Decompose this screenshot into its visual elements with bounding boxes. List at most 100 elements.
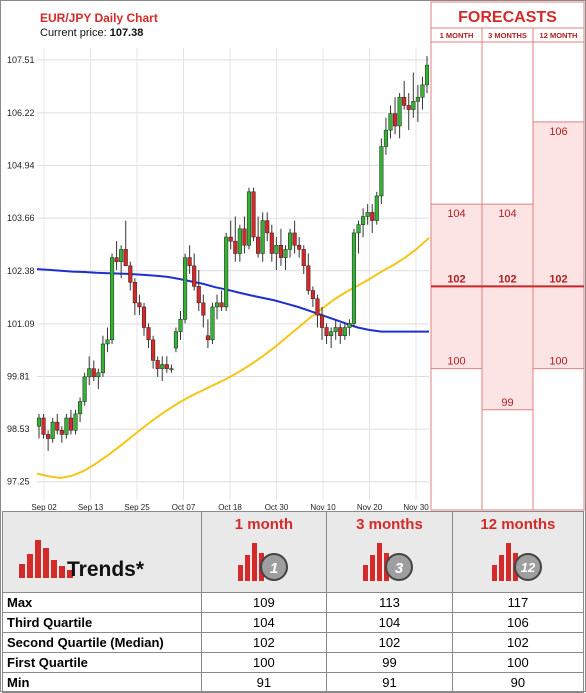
candle-body bbox=[196, 286, 201, 304]
candle-body bbox=[324, 327, 329, 336]
candle-body bbox=[87, 368, 92, 378]
current-price-value: 107.38 bbox=[110, 27, 144, 39]
y-tick-label: 104.94 bbox=[7, 160, 35, 170]
candle-body bbox=[146, 327, 151, 341]
current-price-label: Current price: 107.38 bbox=[40, 27, 143, 39]
y-tick-label: 101.09 bbox=[7, 319, 35, 329]
candle-body bbox=[301, 249, 306, 267]
candle-body bbox=[278, 245, 283, 258]
candle-body bbox=[420, 84, 425, 98]
forecast-lower-value: 100 bbox=[447, 356, 465, 368]
x-tick-label: Sep 25 bbox=[124, 503, 150, 512]
candle-body bbox=[228, 236, 233, 242]
trends-table: Trends* 1 month 1 3 months 3 12 months bbox=[2, 511, 585, 693]
trends-header-row: Trends* 1 month 1 3 months 3 12 months bbox=[2, 511, 585, 593]
three-month-badge-icon: 3 bbox=[363, 543, 414, 581]
forecast-median-value: 102 bbox=[498, 273, 516, 285]
candle-body bbox=[415, 96, 420, 102]
trends-cell: 104 bbox=[200, 612, 328, 633]
candle-body bbox=[283, 249, 288, 258]
candle-body bbox=[379, 146, 384, 197]
candle-body bbox=[155, 360, 160, 369]
candle-body bbox=[137, 302, 142, 308]
col-title-12m: 12 months bbox=[480, 516, 556, 533]
moving-average-fast bbox=[36, 268, 429, 333]
col-title-1m: 1 month bbox=[234, 516, 294, 533]
candle-body bbox=[397, 96, 402, 127]
trends-cell: 102 bbox=[326, 632, 453, 653]
candle-body bbox=[297, 245, 302, 250]
trends-cell: 100 bbox=[451, 652, 585, 673]
candle-body bbox=[96, 372, 101, 378]
forecast-lower-value: 99 bbox=[501, 397, 513, 409]
candle-body bbox=[333, 327, 338, 332]
candle-body bbox=[187, 257, 192, 267]
candle-body bbox=[370, 212, 375, 221]
trends-row: Min 91 91 90 bbox=[2, 672, 585, 693]
y-tick-label: 103.66 bbox=[7, 213, 35, 223]
x-tick-label: Oct 30 bbox=[265, 503, 289, 512]
candle-body bbox=[192, 265, 197, 287]
candle-body bbox=[64, 417, 69, 435]
candle-body bbox=[288, 232, 293, 250]
trends-row: First Quartile 100 99 100 bbox=[2, 652, 585, 673]
trends-col-3m: 3 months 3 bbox=[326, 511, 453, 593]
y-tick-label: 99.81 bbox=[7, 371, 30, 381]
forecast-lower-value: 100 bbox=[549, 356, 567, 368]
candle-body bbox=[214, 302, 220, 308]
candle-body bbox=[210, 306, 215, 341]
forecast-median-value: 102 bbox=[549, 273, 567, 285]
candle-body bbox=[123, 249, 128, 267]
forecast-band bbox=[481, 203, 534, 411]
candle-body bbox=[68, 417, 74, 431]
candle-body bbox=[59, 430, 64, 435]
y-tick-label: 97.25 bbox=[7, 477, 30, 487]
candle-body bbox=[55, 421, 60, 431]
trends-row: Max 109 113 117 bbox=[2, 592, 585, 613]
candle-body bbox=[402, 96, 407, 106]
trends-cell: 91 bbox=[200, 672, 328, 693]
trends-row: Third Quartile 104 104 106 bbox=[2, 612, 585, 633]
col-title-3m: 3 months bbox=[356, 516, 423, 533]
candle-body bbox=[82, 376, 87, 402]
candle-body bbox=[41, 417, 46, 435]
forecast-col-header: 3 MONTHS bbox=[488, 31, 527, 40]
bar-chart-icon bbox=[18, 539, 73, 578]
candle-body bbox=[392, 113, 398, 127]
candle-body bbox=[338, 327, 343, 336]
candle-body bbox=[274, 245, 279, 254]
candle-body bbox=[46, 434, 51, 439]
candle-body bbox=[50, 421, 55, 439]
candle-body bbox=[109, 257, 115, 341]
candle-body bbox=[329, 331, 334, 336]
candle-body bbox=[201, 302, 206, 316]
forecast-col-header: 12 MONTH bbox=[540, 31, 578, 40]
trends-cell: 91 bbox=[326, 672, 453, 693]
trends-row-label: Min bbox=[2, 672, 202, 693]
candle-body bbox=[178, 319, 183, 332]
candle-body bbox=[173, 331, 178, 349]
forecast-median-value: 102 bbox=[447, 273, 465, 285]
candle-body bbox=[78, 401, 83, 415]
candle-body bbox=[105, 339, 110, 345]
candle-body bbox=[265, 220, 270, 234]
candle-body bbox=[310, 290, 315, 299]
trends-label-cell: Trends* bbox=[2, 511, 202, 593]
x-tick-label: Oct 07 bbox=[172, 503, 196, 512]
x-tick-label: Nov 20 bbox=[357, 503, 383, 512]
candle-body bbox=[388, 113, 393, 131]
svg-text:1: 1 bbox=[270, 560, 278, 577]
svg-text:12: 12 bbox=[521, 560, 536, 575]
twelve-month-badge-icon: 12 bbox=[491, 543, 542, 581]
candle-body bbox=[36, 417, 42, 427]
candle-body bbox=[256, 236, 261, 254]
y-tick-label: 107.51 bbox=[7, 55, 35, 65]
candle-body bbox=[233, 240, 238, 254]
candle-body bbox=[260, 220, 265, 254]
candle-body bbox=[164, 364, 169, 369]
forecast-upper-value: 104 bbox=[447, 208, 465, 220]
candle-body bbox=[128, 265, 133, 283]
candle-body bbox=[251, 191, 256, 238]
trends-cell: 90 bbox=[451, 672, 585, 693]
candle-body bbox=[100, 343, 105, 373]
